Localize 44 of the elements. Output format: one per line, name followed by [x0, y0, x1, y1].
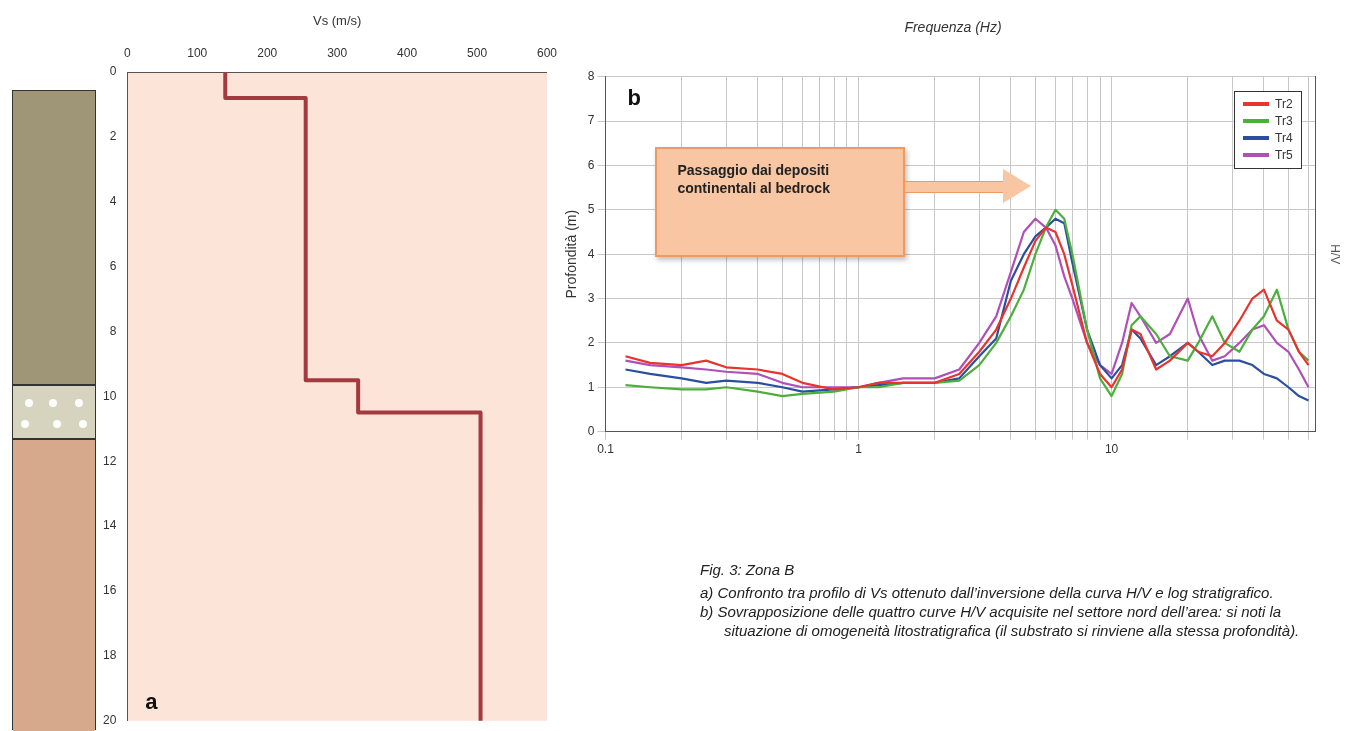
x-axis-title: Vs (m/s) — [312, 13, 362, 29]
y-tick-label: 0 — [109, 64, 117, 79]
x-tick-label: 500 — [467, 46, 488, 61]
annotation: b — [627, 84, 641, 110]
y-tick-label: 18 — [102, 648, 117, 663]
legend-label: Tr3 — [1275, 112, 1293, 130]
x-tick-label: 400 — [397, 46, 418, 61]
legend-label: Tr2 — [1275, 95, 1293, 113]
y-tick-label: 6 — [587, 157, 595, 172]
annotation: Passaggio dai depositi continentali al bedrock — [655, 146, 906, 257]
y-tick-label: 3 — [587, 290, 595, 305]
y-tick-label: 8 — [587, 69, 595, 84]
y-tick-label: 12 — [102, 453, 117, 468]
x-tick-label: 1 — [855, 442, 863, 457]
x-tick-label: 0 — [124, 46, 131, 61]
y-axis-title: Profondità (m) — [563, 209, 580, 299]
y-tick-label: 10 — [102, 388, 117, 403]
text: a) Confronto tra profilo di Vs ottenuto dall’inversione della curva H/V e log stratigrafico. — [700, 583, 1275, 602]
y-tick-label: 6 — [109, 258, 117, 273]
y-tick-label: 14 — [102, 518, 117, 533]
y-tick-label: 8 — [109, 323, 117, 338]
text: b) Sovrapposizione delle quattro curve H/V acquisite nel settore nord dell’area: si noti la situazione di omogeneità litostratigrafica (il substrato si rinviene alla stessa profondità). — [700, 602, 1301, 640]
y-tick-label: 20 — [102, 713, 117, 728]
y2-axis-title: H/V — [1328, 244, 1343, 265]
y-tick-label: 7 — [587, 113, 595, 128]
x-tick-label: 600 — [536, 46, 558, 61]
y-tick-label: 5 — [587, 202, 595, 217]
y-tick-label: 4 — [587, 246, 595, 261]
x-tick-label: 300 — [327, 46, 348, 61]
x-tick-label: 100 — [187, 46, 208, 61]
y-tick-label: 0 — [587, 423, 595, 438]
x-tick-label: 0.1 — [597, 442, 615, 457]
annotation: a — [145, 688, 159, 714]
legend-label: Tr5 — [1275, 146, 1293, 164]
x-tick-label: 10 — [1104, 442, 1119, 457]
y-tick-label: 2 — [109, 129, 117, 144]
text: Fig. 3: Zona B — [700, 560, 796, 579]
y-tick-label: 1 — [587, 379, 595, 394]
y-tick-label: 16 — [102, 583, 117, 598]
y-tick-label: 2 — [587, 335, 595, 350]
y-tick-label: 4 — [109, 194, 117, 209]
x-tick-label: 200 — [257, 46, 278, 61]
chart-title: Frequenza (Hz) — [904, 19, 1002, 36]
legend-label: Tr4 — [1275, 129, 1293, 147]
